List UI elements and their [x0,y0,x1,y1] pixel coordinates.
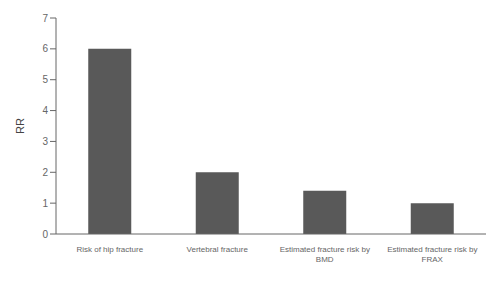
svg-text:RR: RR [14,118,26,134]
svg-text:6: 6 [42,43,48,54]
svg-text:Estimated fracture risk byFRAX: Estimated fracture risk byFRAX [387,245,477,264]
svg-text:1: 1 [42,198,48,209]
svg-text:Risk of hip fracture: Risk of hip fracture [76,245,143,254]
svg-text:5: 5 [42,74,48,85]
svg-text:4: 4 [42,105,48,116]
svg-text:Estimated fracture risk byBMD: Estimated fracture risk byBMD [280,245,370,264]
svg-text:7: 7 [42,13,48,24]
svg-text:0: 0 [42,229,48,240]
svg-text:2: 2 [42,167,48,178]
svg-text:Vertebral fracture: Vertebral fracture [187,245,249,254]
svg-text:3: 3 [42,136,48,147]
